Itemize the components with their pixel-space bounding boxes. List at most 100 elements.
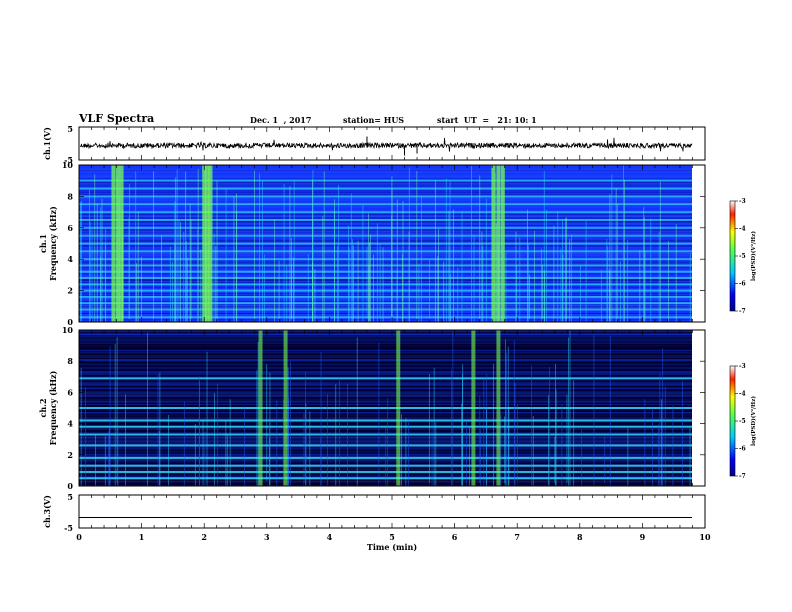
noise-band: [79, 359, 692, 360]
x-axis-label: Time (min): [367, 542, 417, 552]
frequency-band: [79, 211, 692, 214]
noise-band: [79, 170, 692, 172]
x-tick-label: 3: [264, 532, 270, 542]
noise-band: [79, 252, 692, 254]
sferic-streak: [286, 266, 288, 322]
noise-band: [79, 255, 692, 256]
sferic-streak: [416, 171, 418, 322]
sferic-streak: [348, 247, 350, 322]
sferic-streak: [309, 411, 311, 486]
sferic-streak: [433, 367, 435, 486]
noise-band: [79, 367, 692, 369]
sferic-streak: [257, 342, 259, 486]
noise-band: [79, 385, 692, 386]
noise-band: [79, 177, 692, 179]
noise-band: [79, 182, 692, 184]
sferic-streak: [322, 216, 324, 322]
sferic-streak: [565, 218, 567, 322]
x-tick-label: 8: [577, 532, 583, 542]
noise-band: [79, 341, 692, 343]
sferic-streak: [644, 399, 646, 486]
sferic-streak: [405, 418, 407, 486]
noise-band: [79, 183, 692, 184]
sferic-streak: [682, 381, 683, 486]
colorbar-tick-label: -6: [739, 281, 746, 288]
sferic-streak: [314, 268, 316, 322]
sferic-streak: [304, 371, 306, 486]
sferic-streak: [178, 219, 180, 322]
sferic-streak: [379, 244, 381, 322]
noise-band: [79, 373, 692, 375]
noise-band: [79, 304, 692, 305]
sferic-streak: [609, 194, 611, 322]
y-tick-label: 5: [67, 124, 73, 134]
sferic-streak: [323, 171, 325, 322]
noise-band: [79, 171, 692, 173]
frequency-band: [79, 195, 692, 198]
sferic-streak: [581, 429, 583, 486]
sferic-streak: [293, 257, 294, 322]
sferic-streak: [89, 189, 90, 322]
sferic-streak: [543, 171, 545, 322]
noise-band: [79, 380, 692, 382]
noise-band: [79, 223, 692, 225]
ch1-trace: [79, 137, 693, 152]
noise-band: [79, 281, 692, 283]
noise-band: [79, 313, 692, 315]
noise-band: [79, 398, 692, 400]
sferic-streak: [541, 264, 543, 322]
y-tick-label: 6: [67, 223, 73, 233]
header-date: Dec. 1 , 2017: [250, 115, 312, 125]
noise-band: [79, 237, 692, 239]
sferic-streak: [197, 228, 199, 322]
sferic-streak: [533, 230, 535, 322]
noise-band: [79, 376, 692, 378]
noise-band: [79, 298, 692, 300]
frequency-band: [79, 234, 692, 237]
sferic-streak: [215, 245, 217, 322]
noise-band: [79, 273, 692, 275]
y-tick-label: 6: [67, 387, 73, 397]
y-tick-label: 2: [67, 286, 73, 296]
noise-band: [79, 239, 692, 241]
noise-band: [79, 417, 692, 419]
noise-band: [79, 176, 692, 178]
bright-burst: [208, 165, 213, 322]
noise-band: [79, 185, 692, 187]
sferic-streak: [217, 383, 219, 486]
sferic-streak: [434, 180, 436, 322]
bright-burst: [115, 165, 120, 322]
x-tick-label: 7: [514, 532, 520, 542]
noise-band: [79, 352, 692, 354]
bright-burst: [119, 165, 124, 322]
sferic-streak: [153, 171, 155, 322]
noise-band: [79, 340, 692, 341]
y-tick-label: 0: [67, 317, 73, 327]
sferic-streak: [116, 337, 118, 486]
noise-band: [79, 174, 692, 176]
sferic-streak: [233, 196, 235, 322]
noise-band: [79, 244, 692, 245]
sferic-streak: [289, 185, 291, 322]
frequency-band: [79, 258, 692, 261]
sferic-streak: [608, 269, 610, 322]
frequency-band: [79, 295, 692, 298]
sferic-streak: [529, 274, 530, 322]
noise-band: [79, 221, 692, 223]
sferic-streak: [305, 403, 307, 486]
sferic-streak: [183, 401, 185, 486]
noise-band: [79, 342, 692, 344]
noise-band: [79, 384, 692, 386]
y-tick-label: -5: [64, 523, 73, 533]
sferic-streak: [481, 231, 483, 322]
noise-band: [79, 170, 692, 172]
noise-band: [79, 335, 692, 337]
noise-band: [79, 206, 692, 208]
noise-band: [79, 349, 692, 351]
sferic-streak: [225, 188, 227, 322]
frequency-band: [79, 316, 692, 319]
noise-band: [79, 353, 692, 354]
sferic-streak: [471, 165, 472, 322]
noise-band: [79, 337, 692, 339]
